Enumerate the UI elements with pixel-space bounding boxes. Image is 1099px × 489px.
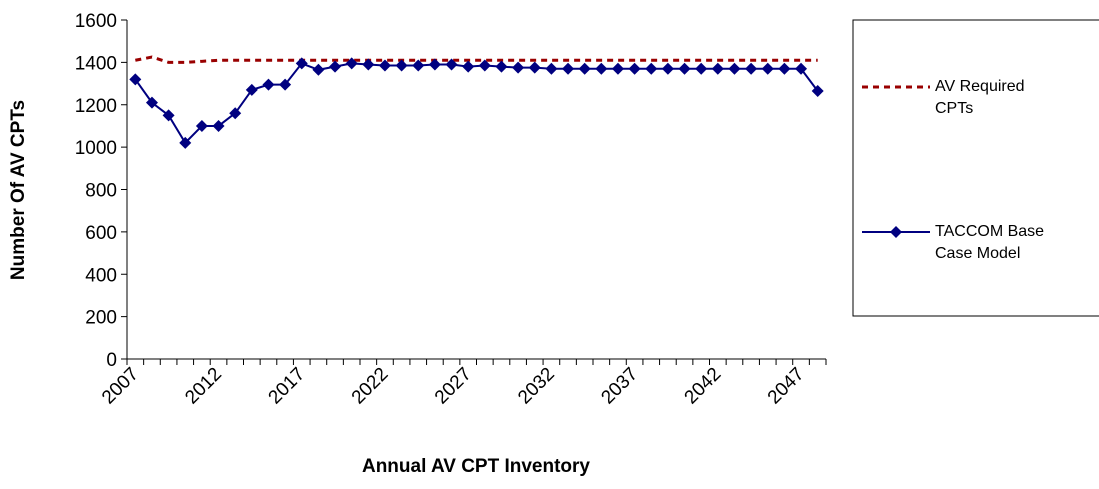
marker [745,62,758,75]
y-tick-label: 400 [85,265,117,286]
x-tick-label: 2047 [764,364,809,409]
marker [362,58,375,71]
y-axis-title: Number Of AV CPTs [8,100,29,280]
marker [329,60,342,73]
marker [778,62,791,75]
marker [129,73,142,86]
y-tick-label: 1200 [75,96,117,117]
series-line [134,62,819,145]
marker [811,84,824,97]
x-tick-label: 2017 [265,364,310,409]
marker [195,119,208,132]
legend-box [852,19,1099,317]
marker [628,62,641,75]
marker [428,58,441,71]
marker [578,62,591,75]
marker [312,63,325,76]
marker [528,61,541,74]
y-tick-label: 800 [85,181,117,202]
marker [545,62,558,75]
marker [728,62,741,75]
marker [229,107,242,120]
y-tick-label: 1000 [75,138,117,159]
marker [412,59,425,72]
x-tick-label: 2037 [597,364,642,409]
marker [295,57,308,70]
marker [711,62,724,75]
marker [512,61,525,74]
marker [378,59,391,72]
marker [395,59,408,72]
marker [245,83,258,96]
legend-marker [890,226,902,238]
marker [645,62,658,75]
marker [761,62,774,75]
marker [445,58,458,71]
marker [695,62,708,75]
marker [162,109,175,122]
x-tick-label: 2032 [514,364,559,409]
marker [345,57,358,70]
x-tick-label: 2007 [98,364,143,409]
marker [462,60,475,73]
marker [661,62,674,75]
marker [795,62,808,75]
legend-label: AV Required CPTs [935,78,1025,117]
series-line [135,55,818,64]
x-tick-label: 2012 [181,364,226,409]
x-tick-label: 2027 [431,364,476,409]
marker [678,62,691,75]
marker [212,119,225,132]
marker [478,59,491,72]
y-tick-label: 0 [106,350,117,371]
x-tick-label: 2022 [348,364,393,409]
x-tick-label: 2042 [681,364,726,409]
y-tick-label: 1400 [75,53,117,74]
x-axis-title: Annual AV CPT Inventory [362,456,590,477]
marker [179,136,192,149]
marker [495,60,508,73]
marker [262,78,275,91]
marker [145,96,158,109]
marker [562,62,575,75]
marker [611,62,624,75]
marker [595,62,608,75]
y-tick-label: 1600 [75,11,117,32]
y-tick-label: 600 [85,223,117,244]
legend-label: TACCOM Base Case Model [935,223,1045,262]
y-tick-label: 200 [85,308,117,329]
marker [279,78,292,91]
